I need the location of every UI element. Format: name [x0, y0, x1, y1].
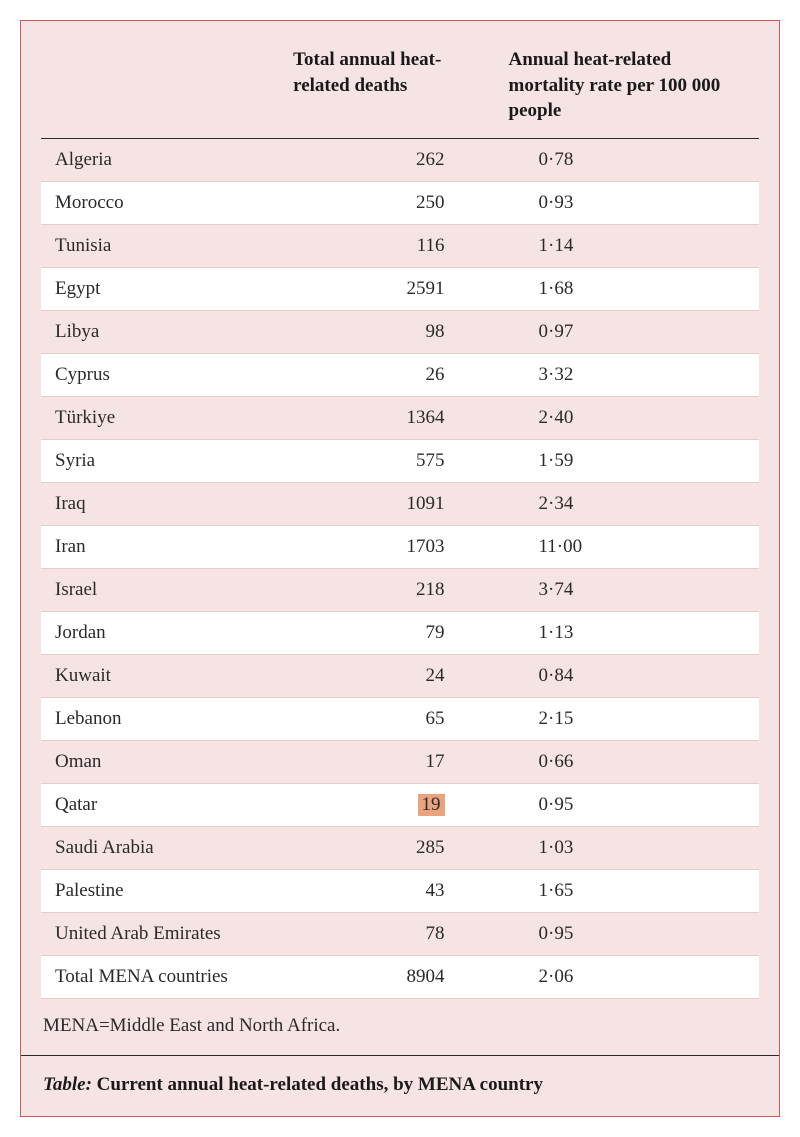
cell-country: Türkiye [41, 396, 285, 439]
table-row: Algeria2620·78 [41, 138, 759, 181]
col-header-deaths: Total annual heat-related deaths [285, 37, 500, 138]
table-head: Total annual heat-related deaths Annual … [41, 37, 759, 138]
cell-country: Oman [41, 740, 285, 783]
cell-country: Libya [41, 310, 285, 353]
cell-deaths: 24 [285, 654, 500, 697]
cell-deaths: 1364 [285, 396, 500, 439]
table-row: United Arab Emirates780·95 [41, 912, 759, 955]
table-row: Iraq10912·34 [41, 482, 759, 525]
cell-rate: 1·13 [501, 611, 760, 654]
cell-deaths: 17 [285, 740, 500, 783]
table-container: Total annual heat-related deaths Annual … [20, 20, 780, 1117]
table-row: Tunisia1161·14 [41, 224, 759, 267]
table-row: Lebanon652·15 [41, 697, 759, 740]
table-row: Syria5751·59 [41, 439, 759, 482]
cell-deaths: 285 [285, 826, 500, 869]
table-row: Türkiye13642·40 [41, 396, 759, 439]
cell-deaths: 79 [285, 611, 500, 654]
cell-country: Palestine [41, 869, 285, 912]
table-row: Egypt25911·68 [41, 267, 759, 310]
cell-country: Morocco [41, 181, 285, 224]
table-row: Saudi Arabia2851·03 [41, 826, 759, 869]
cell-deaths: 1703 [285, 525, 500, 568]
table-row: Libya980·97 [41, 310, 759, 353]
cell-country: Syria [41, 439, 285, 482]
cell-country: Tunisia [41, 224, 285, 267]
cell-deaths: 575 [285, 439, 500, 482]
table-row: Palestine431·65 [41, 869, 759, 912]
table-row: Israel2183·74 [41, 568, 759, 611]
table-row: Morocco2500·93 [41, 181, 759, 224]
cell-deaths: 65 [285, 697, 500, 740]
data-table: Total annual heat-related deaths Annual … [41, 37, 759, 999]
table-body: Algeria2620·78Morocco2500·93Tunisia1161·… [41, 138, 759, 998]
cell-rate: 2·40 [501, 396, 760, 439]
table-row: Qatar 19 0·95 [41, 783, 759, 826]
cell-country: Iraq [41, 482, 285, 525]
caption-lead: Table: [43, 1074, 92, 1095]
cell-country: Egypt [41, 267, 285, 310]
cell-rate: 1·59 [501, 439, 760, 482]
cell-deaths: 116 [285, 224, 500, 267]
cell-rate: 3·74 [501, 568, 760, 611]
cell-rate: 3·32 [501, 353, 760, 396]
cell-deaths: 2591 [285, 267, 500, 310]
cell-rate: 1·14 [501, 224, 760, 267]
cell-rate: 0·93 [501, 181, 760, 224]
table-row: Kuwait240·84 [41, 654, 759, 697]
col-header-country [41, 37, 285, 138]
cell-country: Israel [41, 568, 285, 611]
cell-rate: 0·66 [501, 740, 760, 783]
cell-rate: 2·06 [501, 955, 760, 998]
cell-deaths: 8904 [285, 955, 500, 998]
cell-rate: 1·03 [501, 826, 760, 869]
table-wrap: Total annual heat-related deaths Annual … [21, 21, 779, 999]
cell-rate: 2·34 [501, 482, 760, 525]
cell-country: Jordan [41, 611, 285, 654]
cell-deaths: 250 [285, 181, 500, 224]
highlight-badge: 19 [418, 794, 445, 816]
cell-deaths: 98 [285, 310, 500, 353]
cell-deaths: 78 [285, 912, 500, 955]
cell-deaths: 262 [285, 138, 500, 181]
cell-country: Algeria [41, 138, 285, 181]
table-row: Cyprus263·32 [41, 353, 759, 396]
cell-country: Qatar [41, 783, 285, 826]
cell-deaths: 19 [285, 783, 500, 826]
table-caption: Table: Current annual heat-related death… [21, 1056, 779, 1116]
cell-rate: 11·00 [501, 525, 760, 568]
cell-country: Lebanon [41, 697, 285, 740]
cell-deaths: 1091 [285, 482, 500, 525]
cell-country: Saudi Arabia [41, 826, 285, 869]
cell-deaths: 218 [285, 568, 500, 611]
table-row: Total MENA countries89042·06 [41, 955, 759, 998]
cell-rate: 0·95 [501, 912, 760, 955]
cell-rate: 2·15 [501, 697, 760, 740]
cell-rate: 0·97 [501, 310, 760, 353]
cell-rate: 0·95 [501, 783, 760, 826]
table-footnote: MENA=Middle East and North Africa. [21, 999, 779, 1056]
cell-rate: 0·78 [501, 138, 760, 181]
cell-deaths: 43 [285, 869, 500, 912]
table-row: Jordan791·13 [41, 611, 759, 654]
cell-rate: 0·84 [501, 654, 760, 697]
table-row: Iran170311·00 [41, 525, 759, 568]
caption-rest: Current annual heat-related deaths, by M… [92, 1074, 543, 1095]
cell-country: Iran [41, 525, 285, 568]
cell-deaths: 26 [285, 353, 500, 396]
cell-rate: 1·65 [501, 869, 760, 912]
col-header-rate: Annual heat-related mortality rate per 1… [501, 37, 760, 138]
cell-country: Total MENA countries [41, 955, 285, 998]
cell-country: Kuwait [41, 654, 285, 697]
cell-rate: 1·68 [501, 267, 760, 310]
cell-country: Cyprus [41, 353, 285, 396]
table-row: Oman170·66 [41, 740, 759, 783]
cell-country: United Arab Emirates [41, 912, 285, 955]
